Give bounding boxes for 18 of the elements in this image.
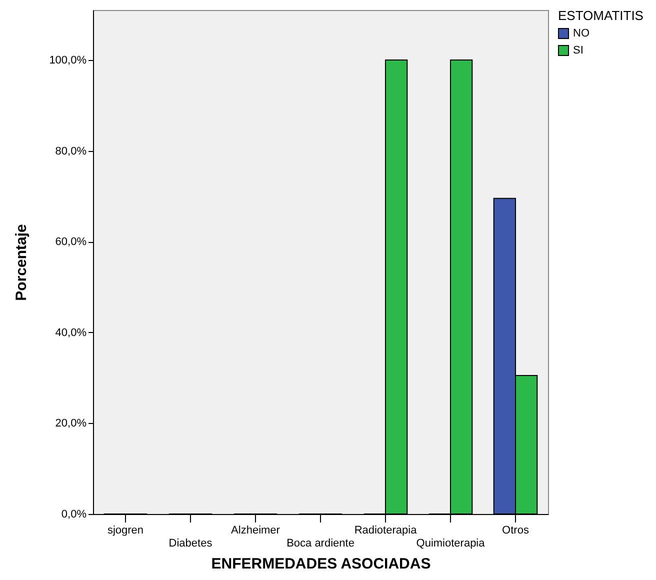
- x-tick-label: Otros: [502, 524, 530, 536]
- y-tick-label: 20,0%: [55, 418, 87, 430]
- y-tick-label: 80,0%: [55, 145, 87, 158]
- y-tick-label: 40,0%: [55, 326, 87, 339]
- legend-label: SI: [573, 44, 584, 56]
- y-tick-label: 100,0%: [49, 54, 87, 66]
- x-axis-title: ENFERMEDADES ASOCIADAS: [211, 556, 431, 572]
- legend-title: ESTOMATITIS: [558, 8, 644, 23]
- x-tick-label: Quimioterapia: [416, 538, 486, 550]
- x-tick-label: sjogren: [107, 524, 144, 536]
- y-tick-label: 0,0%: [61, 508, 87, 520]
- x-tick-label: Alzheimer: [231, 524, 280, 536]
- y-tick-label: 60,0%: [55, 236, 87, 248]
- legend-label: NO: [573, 28, 590, 40]
- y-axis-title: Porcentaje: [13, 224, 30, 301]
- x-tick-label: Boca ardiente: [286, 538, 354, 550]
- x-tick-label: Diabetes: [168, 538, 213, 550]
- x-tick-label: Radioterapia: [354, 524, 418, 536]
